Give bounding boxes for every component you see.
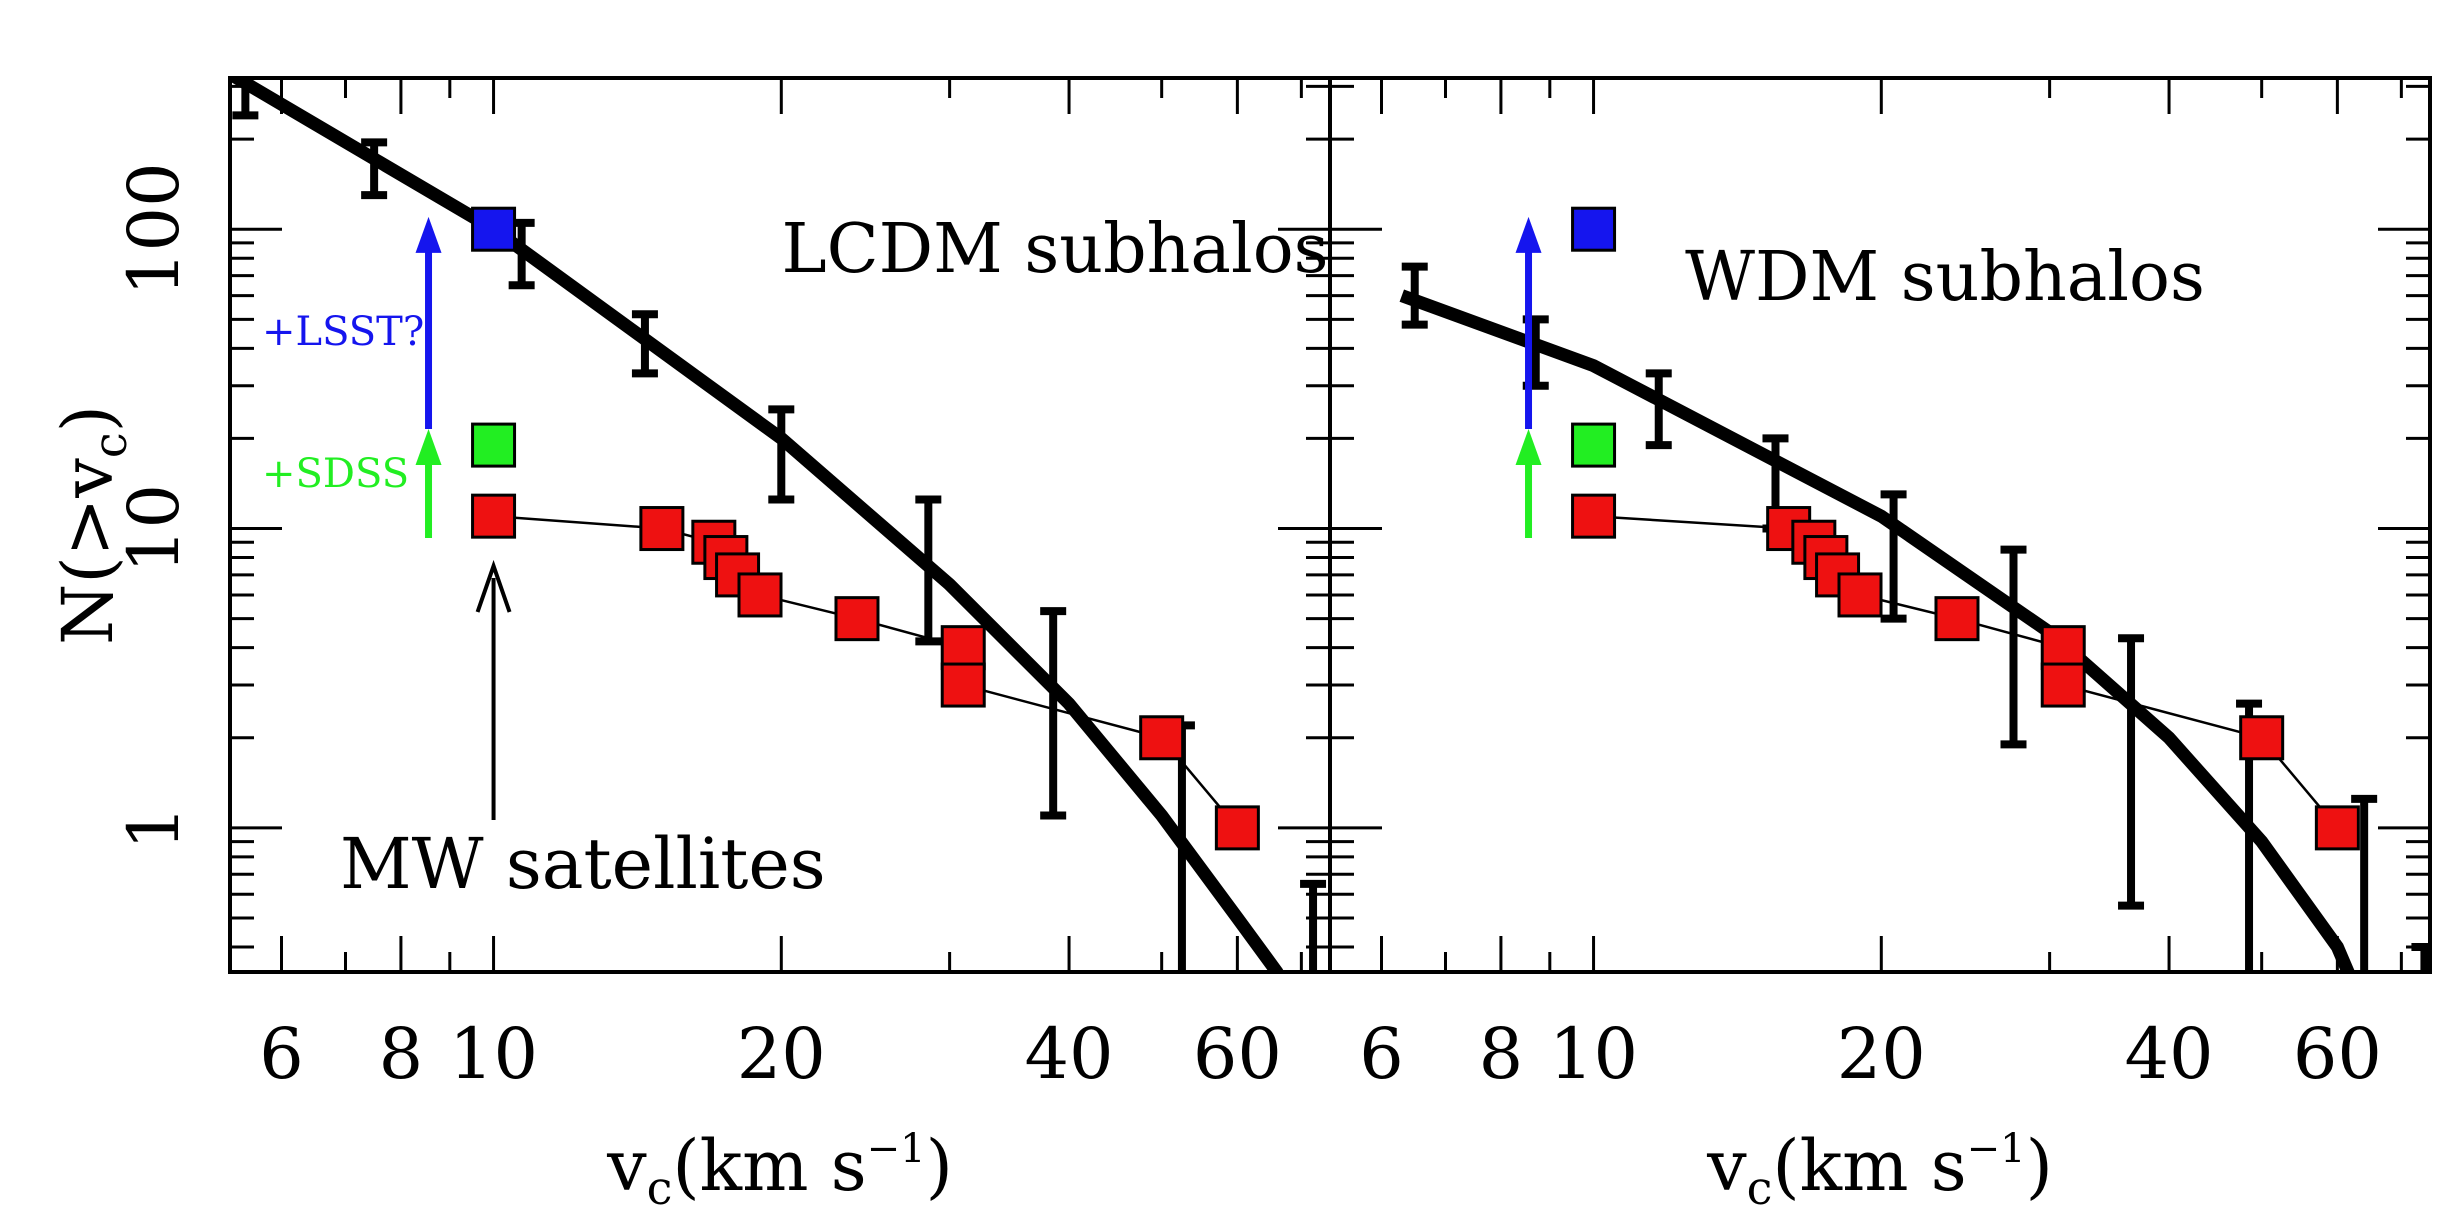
x-tick-label: 10 <box>1549 1013 1638 1095</box>
error-bar <box>1401 262 1428 329</box>
mw-satellite-marker <box>2314 805 2360 851</box>
model-curve <box>230 78 1285 972</box>
lsst-arrow <box>415 216 442 430</box>
panel-wdm: 6 8 10 20 40 60 WDM subhalos vc(km s−1) <box>1328 76 2432 1215</box>
mw-satellite-marker <box>940 662 986 708</box>
sdss-arrow <box>415 429 442 538</box>
mw-satellite-marker <box>1571 493 1617 539</box>
x-tick-label: 40 <box>1025 1013 1114 1095</box>
model-curve <box>1399 289 2356 972</box>
x-tick-label: 60 <box>2293 1013 2382 1095</box>
mw-satellite-marker <box>2040 625 2086 671</box>
error-bar <box>361 138 388 200</box>
chart-title-wdm: WDM subhalos <box>1685 238 2205 317</box>
x-tick-label: 60 <box>1193 1013 1282 1095</box>
error-bar <box>1300 879 1327 972</box>
mw-satellite-marker <box>1139 715 1185 761</box>
mw-satellite-marker <box>1837 572 1883 618</box>
mw-satellite-marker <box>834 596 880 642</box>
error-bar <box>1645 369 1672 450</box>
error-bar <box>631 310 658 378</box>
lsst-projection-marker <box>471 206 517 252</box>
error-bar <box>768 405 795 504</box>
y-tick-label: 10 <box>113 484 195 573</box>
mw-satellite-marker <box>639 506 685 552</box>
chart-title-lcdm: LCDM subhalos <box>781 210 1328 289</box>
x-axis-label-right: vc(km s−1) <box>1706 1125 2053 1215</box>
mw-satellite-marker <box>471 493 517 539</box>
markers-left <box>415 206 1260 851</box>
x-tick-label: 10 <box>449 1013 538 1095</box>
error-bar <box>1880 490 1907 623</box>
sdss-projection-marker <box>1571 422 1617 468</box>
plot-area-right <box>1399 262 2430 972</box>
annotation-mw-satellites: MW satellites <box>340 823 826 905</box>
annotation-lsst: +LSST? <box>262 309 424 355</box>
x-tick-label: 8 <box>379 1013 424 1095</box>
error-bar <box>2351 794 2378 972</box>
markers-right <box>1515 206 2360 851</box>
mw-satellite-line <box>1593 514 2339 829</box>
x-tick-label: 20 <box>737 1013 826 1095</box>
sdss-arrow <box>1515 429 1542 538</box>
x-tick-label: 40 <box>2125 1013 2214 1095</box>
y-tick-label: 100 <box>113 162 195 296</box>
sdss-projection-marker <box>471 422 517 468</box>
error-bar <box>2000 545 2027 749</box>
x-tick-label: 6 <box>259 1013 304 1095</box>
mw-satellite-marker <box>1214 805 1260 851</box>
panel-lcdm: 6 8 10 20 40 60 1 10 100 LCDM subhalos +LSST? +S… <box>47 76 1332 1215</box>
axis-ticks-left <box>230 78 1330 972</box>
mw-satellite-marker <box>737 572 783 618</box>
plot-area-left <box>230 78 1327 972</box>
y-axis-label: N(>vc) <box>47 405 137 645</box>
mw-satellite-marker <box>2040 662 2086 708</box>
error-bar <box>2411 942 2430 972</box>
axis-ticks-right <box>1330 78 2430 972</box>
tick-labels-left: 6 8 10 20 40 60 1 10 100 <box>113 162 1282 1095</box>
error-bar <box>2118 634 2145 910</box>
mw-pointer-arrow <box>475 559 512 820</box>
y-tick-label: 1 <box>113 806 195 851</box>
mw-satellite-marker <box>1934 596 1980 642</box>
error-bar <box>1040 607 1067 820</box>
x-tick-label: 20 <box>1837 1013 1926 1095</box>
x-axis-label-left: vc(km s−1) <box>606 1125 953 1215</box>
error-bar <box>232 78 259 120</box>
lsst-arrow <box>1515 216 1542 430</box>
x-tick-label: 6 <box>1359 1013 1404 1095</box>
x-tick-label: 8 <box>1479 1013 1524 1095</box>
mw-satellite-marker <box>2239 715 2285 761</box>
annotation-sdss: +SDSS <box>262 451 409 497</box>
tick-labels-right: 6 8 10 20 40 60 <box>1359 1013 2382 1095</box>
lsst-projection-marker <box>1571 206 1617 252</box>
mw-satellite-marker <box>940 625 986 671</box>
